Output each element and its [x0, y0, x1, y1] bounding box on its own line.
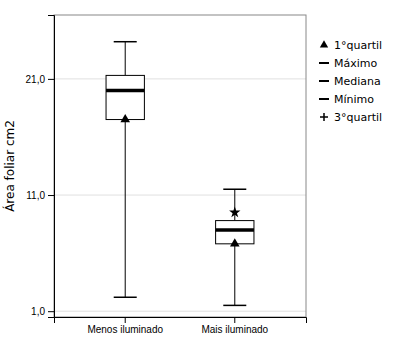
y-axis-title: Área foliar cm2 [2, 120, 17, 212]
legend: 1°quartil Máximo Mediana Mínimo 3°quartil [319, 39, 382, 124]
y-axis-line [48, 16, 55, 318]
legend-symbol-shape [319, 62, 329, 64]
y-tick-mark [48, 195, 54, 196]
q1-marker [230, 238, 240, 246]
y-tick: 1,0 [31, 306, 54, 317]
y-tick-label: 1,0 [31, 306, 45, 317]
box [106, 75, 144, 119]
plot-area: 1,0 11,0 21,0 Menos iluminado Mais iluminado… [2, 15, 307, 335]
legend-label: Mediana [334, 75, 381, 88]
y-tick-mark [48, 79, 54, 80]
median [106, 89, 144, 93]
plot-frame [54, 15, 306, 317]
y-tick: 21,0 [26, 74, 54, 85]
median [216, 228, 254, 232]
max-cap [114, 41, 137, 43]
legend-item: Máximo [319, 57, 378, 70]
box-plot [106, 42, 144, 298]
x-tick-mark [234, 317, 235, 323]
chart-svg: 1,0 11,0 21,0 Menos iluminado Mais iluminado… [0, 0, 401, 357]
extra-point [229, 206, 240, 217]
legend-label: Máximo [334, 57, 378, 70]
legend-symbol-shape [323, 113, 325, 121]
grid-line [54, 78, 306, 79]
legend-item: 3°quartil [320, 111, 382, 124]
legend-symbol [320, 113, 328, 121]
x-axis: Menos iluminado Mais iluminado [55, 317, 307, 335]
x-axis-line [55, 318, 307, 324]
max-cap [223, 188, 246, 190]
grid-line [54, 195, 306, 196]
lower-whisker [234, 244, 235, 306]
x-tick-label: Mais iluminado [201, 324, 268, 335]
min-cap [223, 305, 246, 307]
y-tick: 11,0 [26, 190, 54, 201]
q1-marker [120, 114, 130, 122]
y-axis: 1,0 11,0 21,0 [26, 16, 55, 318]
grid [54, 79, 306, 311]
x-tick: Mais iluminado [201, 317, 268, 335]
x-tick: Menos iluminado [87, 317, 163, 335]
upper-whisker [125, 42, 126, 76]
legend-label: 3°quartil [334, 111, 382, 124]
legend-symbol [320, 40, 328, 47]
legend-symbol-shape [319, 80, 329, 82]
legend-symbol [319, 81, 329, 82]
x-tick-mark [125, 317, 126, 323]
y-tick-label: 11,0 [26, 190, 45, 201]
legend-symbol-shape [319, 98, 329, 100]
box-plot [216, 189, 254, 305]
chart-container: 1,0 11,0 21,0 Menos iluminado Mais iluminado… [0, 0, 401, 357]
legend-item: 1°quartil [320, 39, 382, 52]
legend-label: Mínimo [334, 93, 374, 106]
legend-label: 1°quartil [334, 39, 382, 52]
upper-whisker [234, 189, 235, 220]
legend-symbol [319, 63, 329, 64]
marks [106, 42, 254, 306]
y-tick-mark [48, 311, 54, 312]
grid-line [54, 311, 306, 312]
legend-symbol [319, 99, 329, 100]
lower-whisker [125, 120, 126, 298]
min-cap [114, 297, 137, 299]
x-tick-label: Menos iluminado [87, 324, 163, 335]
legend-item: Mediana [319, 75, 381, 88]
legend-symbol-shape [320, 40, 328, 47]
y-tick-label: 21,0 [26, 74, 46, 85]
legend-item: Mínimo [319, 93, 374, 106]
